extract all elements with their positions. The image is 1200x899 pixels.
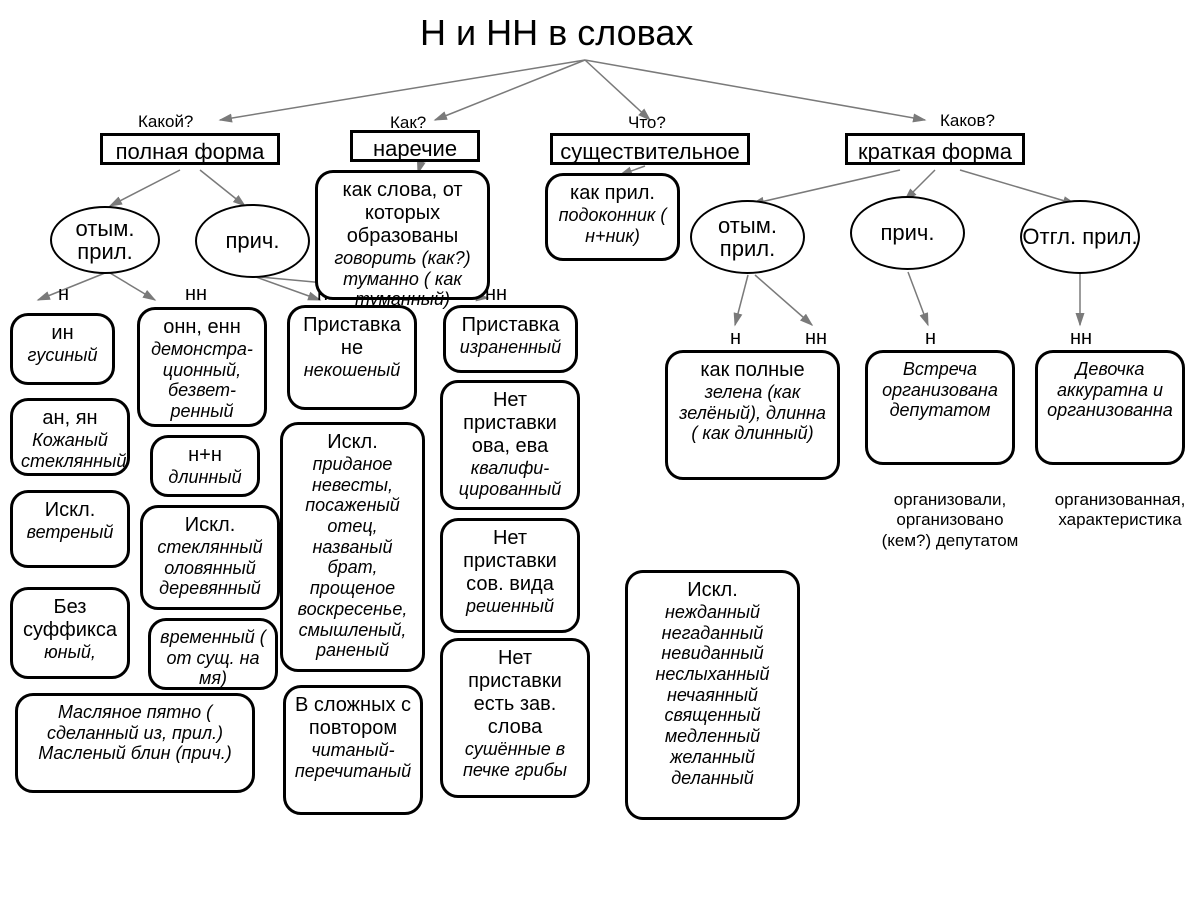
box-title: как полные [676, 359, 829, 382]
label-n-1: н [58, 283, 69, 306]
box-bez-suffiksa: Без суффикса юный, [10, 587, 130, 679]
box-iskl-nezhdanny: Искл. нежданный негаданный невиданный не… [625, 570, 800, 820]
box-iskl-pridanoe: Искл. приданое невесты, посаженый отец, … [280, 422, 425, 672]
box-net-sov-vida: Нет приставки сов. вида решенный [440, 518, 580, 633]
box-title: н+н [161, 444, 249, 467]
box-example: решенный [451, 596, 569, 617]
box-example: Масляное пятно ( сделанный из, прил.) Ма… [26, 702, 244, 764]
note-organizovali: организовали, организовано (кем?) депута… [870, 490, 1030, 551]
box-maslyanoe: Масляное пятно ( сделанный из, прил.) Ма… [15, 693, 255, 793]
box-example: сушённые в печке грибы [451, 739, 579, 780]
box-net-ova-eva: Нет приставки ова, ева квалифи- цированн… [440, 380, 580, 510]
box-example: юный, [21, 642, 119, 663]
box-devochka: Девочка аккуратна и организованна [1035, 350, 1185, 465]
box-title: Нет приставки ова, ева [451, 389, 569, 458]
box-net-zav-slova: Нет приставки есть зав. слова сушённые в… [440, 638, 590, 798]
box-iskl-vetreny: Искл. ветреный [10, 490, 130, 568]
box-example: ветреный [21, 522, 119, 543]
box-pristavka-ne: Приставка не некошеный [287, 305, 417, 410]
box-title: Искл. [21, 499, 119, 522]
box-onn-enn: онн, енн демонстра- ционный, безвет- рен… [137, 307, 267, 427]
box-title: Нет приставки сов. вида [451, 527, 569, 596]
box-title: Искл. [636, 579, 789, 602]
question-kakoy: Какой? [138, 112, 193, 132]
label-nn-4: нн [1070, 327, 1092, 350]
box-title: Искл. [151, 514, 269, 537]
label-nn-1: нн [185, 283, 207, 306]
box-example: Встреча организована депутатом [876, 359, 1004, 421]
box-vremenny: временный ( от сущ. на мя) [148, 618, 278, 690]
box-example: Кожаный стеклянный [21, 430, 119, 471]
header-short-form: краткая форма [845, 133, 1025, 165]
box-example: стеклянный оловянный деревянный [151, 537, 269, 599]
box-title: ан, ян [21, 407, 119, 430]
diagram-title: Н и НН в словах [420, 12, 693, 54]
box-title: Приставка не [298, 314, 406, 360]
box-title: В сложных с повтором [294, 694, 412, 740]
label-n-4: н [925, 327, 936, 350]
box-example: гусиный [21, 345, 104, 366]
box-v-slozhnyh: В сложных с повтором читаный- перечитаны… [283, 685, 423, 815]
question-chto: Что? [628, 113, 666, 133]
box-example: длинный [161, 467, 249, 488]
header-adverb: наречие [350, 130, 480, 162]
box-title: как прил. [556, 182, 669, 205]
box-title: Нет приставки есть зав. слова [451, 647, 579, 739]
box-example: зелена (как зелёный), длинна ( как длинн… [676, 382, 829, 444]
box-in: ин гусиный [10, 313, 115, 385]
question-kakov: Каков? [940, 111, 995, 131]
box-example: некошеный [298, 360, 406, 381]
box-example: Девочка аккуратна и организованна [1046, 359, 1174, 421]
box-example: подоконник ( н+ник) [556, 205, 669, 246]
box-title: как слова, от которых образованы [326, 179, 479, 248]
box-example: квалифи- цированный [451, 458, 569, 499]
box-title: Без суффикса [21, 596, 119, 642]
label-n-3: н [730, 327, 741, 350]
box-example: временный ( от сущ. на мя) [159, 627, 267, 689]
header-full-form: полная форма [100, 133, 280, 165]
ellipse-otgl-pril: Отгл. прил. [1020, 200, 1140, 274]
box-example: нежданный негаданный невиданный неслыхан… [636, 602, 789, 788]
ellipse-prich-left: прич. [195, 204, 310, 278]
box-pristavka-izranenny: Приставка израненный [443, 305, 578, 373]
box-vstrecha: Встреча организована депутатом [865, 350, 1015, 465]
box-iskl-steklyanny: Искл. стеклянный оловянный деревянный [140, 505, 280, 610]
box-title: ин [21, 322, 104, 345]
note-organizovannaya: организованная, характеристика [1040, 490, 1200, 531]
header-noun: существительное [550, 133, 750, 165]
box-example: приданое невесты, посаженый отец, назван… [291, 454, 414, 661]
box-example: израненный [454, 337, 567, 358]
box-example: читаный- перечитаный [294, 740, 412, 781]
ellipse-otym-pril-right: отым. прил. [690, 200, 805, 274]
box-title: Искл. [291, 431, 414, 454]
box-kak-polnye: как полные зелена (как зелёный), длинна … [665, 350, 840, 480]
ellipse-prich-right: прич. [850, 196, 965, 270]
box-example: демонстра- ционный, безвет- ренный [148, 339, 256, 422]
box-noun-desc: как прил. подоконник ( н+ник) [545, 173, 680, 261]
box-n-plus-n: н+н длинный [150, 435, 260, 497]
box-title: Приставка [454, 314, 567, 337]
box-title: онн, енн [148, 316, 256, 339]
box-example: говорить (как?) туманно ( как туманный) [326, 248, 479, 310]
box-adverb-desc: как слова, от которых образованы говорит… [315, 170, 490, 300]
box-an-yan: ан, ян Кожаный стеклянный [10, 398, 130, 476]
label-nn-3: нн [805, 327, 827, 350]
ellipse-otym-pril-left: отым. прил. [50, 206, 160, 274]
